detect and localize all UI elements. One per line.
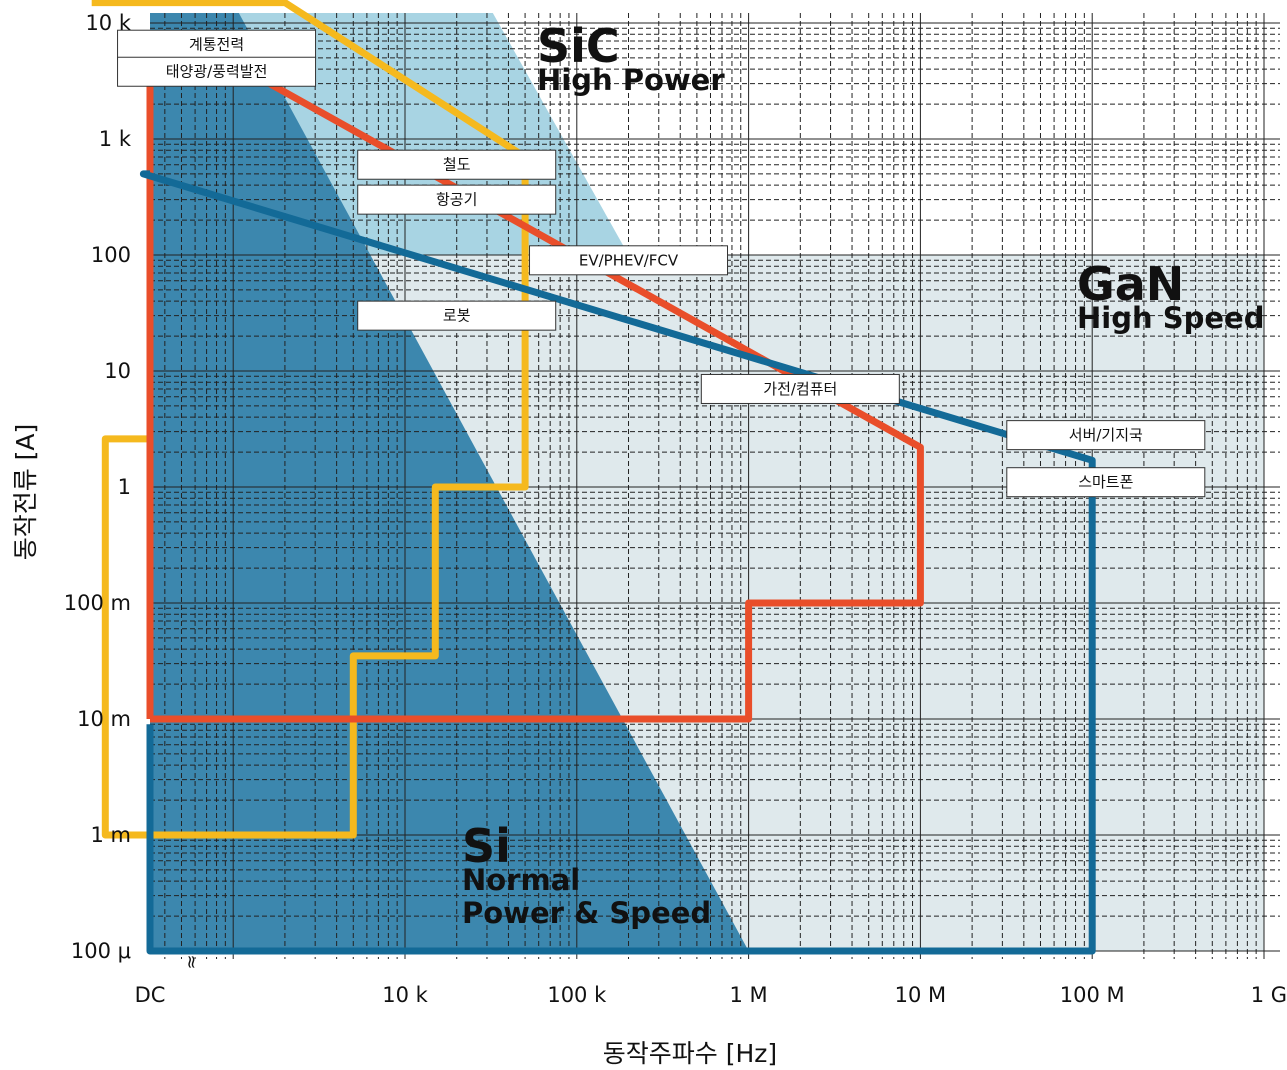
- application-label-box: [357, 300, 557, 331]
- y-tick-label: 1: [118, 475, 131, 499]
- application-label: 로봇: [357, 300, 557, 331]
- application-label-box: [700, 373, 900, 404]
- x-tick-label: DC: [135, 983, 166, 1007]
- region-label-sic-1: High Power: [537, 63, 725, 97]
- series-line-sic: [91, 0, 529, 839]
- region-label-si-0: Si: [462, 819, 511, 873]
- application-label: 태양광/풍력발전: [117, 56, 317, 87]
- application-label: 철도: [357, 149, 557, 180]
- region-label-si-1: Normal: [462, 863, 580, 897]
- application-label-text: 가전/컴퓨터: [763, 380, 837, 398]
- gridlines: [150, 13, 1280, 959]
- application-label-text: EV/PHEV/FCV: [579, 251, 679, 269]
- application-label-box: [117, 29, 317, 60]
- application-label-box: [529, 245, 729, 276]
- y-tick-label: 100 m: [64, 591, 131, 615]
- application-label-box: [357, 184, 557, 215]
- application-label-text: 항공기: [436, 191, 477, 209]
- region-label-si-2: Power & Speed: [462, 896, 711, 930]
- y-tick-label: 10 m: [77, 707, 131, 731]
- application-label: EV/PHEV/FCV: [529, 245, 729, 276]
- application-label: 스마트폰: [1006, 467, 1206, 498]
- application-label: 가전/컴퓨터: [700, 373, 900, 404]
- region-label-gan-0: GaN: [1077, 257, 1184, 311]
- x-tick-label: 100 M: [1060, 983, 1125, 1007]
- y-tick-label: 100: [91, 243, 131, 267]
- axis-break: ≈: [181, 954, 202, 969]
- application-label-text: 로봇: [443, 307, 471, 325]
- y-tick-label: 10 k: [85, 11, 131, 35]
- x-axis-title: 동작주파수 [Hz]: [603, 1039, 777, 1068]
- application-label-text: 계통전력: [189, 36, 244, 54]
- application-label-text: 스마트폰: [1078, 473, 1133, 491]
- application-label-text: 철도: [443, 156, 471, 174]
- y-tick-label: 1 k: [99, 127, 132, 151]
- y-axis-title: 동작전류 [A]: [11, 424, 40, 561]
- application-label: 서버/기지국: [1006, 420, 1206, 451]
- y-tick-label: 10: [104, 359, 131, 383]
- application-label-box: [357, 149, 557, 180]
- region-label-sic-0: SiC: [537, 19, 620, 73]
- y-tick-label: 1 m: [91, 823, 132, 847]
- application-label-box: [1006, 467, 1206, 498]
- axis-break-mark: ≈: [181, 954, 202, 969]
- x-tick-label: 100 k: [547, 983, 607, 1007]
- application-label-box: [117, 56, 317, 87]
- x-tick-label: 1 G: [1251, 983, 1287, 1007]
- x-tick-label: 10 M: [895, 983, 947, 1007]
- application-label: 계통전력: [117, 29, 317, 60]
- x-tick-label: 10 k: [382, 983, 428, 1007]
- x-tick-label: 1 M: [730, 983, 768, 1007]
- series-line-gan: [139, 170, 1096, 955]
- application-label-text: 서버/기지국: [1069, 426, 1143, 444]
- application-label-box: [1006, 420, 1206, 451]
- application-label: 항공기: [357, 184, 557, 215]
- y-tick-label: 100 μ: [71, 939, 131, 963]
- tick-labels: DC 10 k 100 k 1 M 10 M 100 M 1 G 100 μ 1 m 10 m 10…: [64, 11, 1287, 1007]
- application-label-text: 태양광/풍력발전: [166, 63, 268, 81]
- region-label-gan-1: High Speed: [1077, 301, 1264, 335]
